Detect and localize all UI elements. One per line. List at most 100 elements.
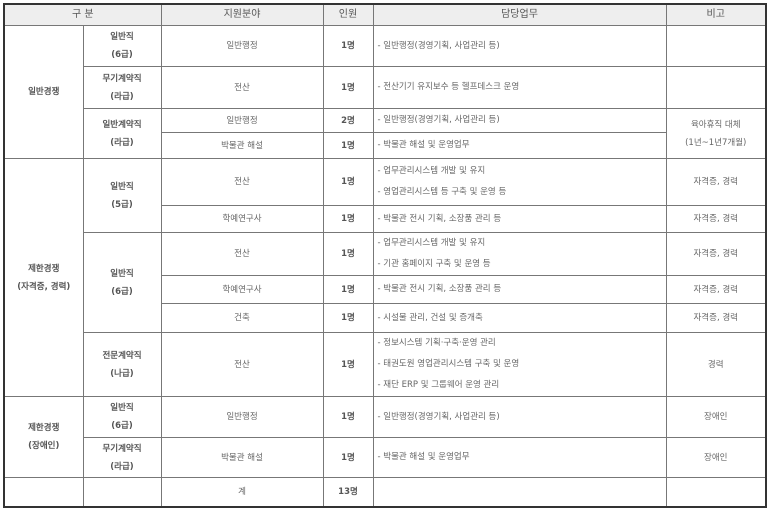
note-text: 자격증, 경력 (693, 284, 738, 295)
header-duty: 담당업무 (372, 3, 667, 26)
note-text: 장애인 (704, 412, 728, 422)
note-text: 자격증, 경력 (693, 214, 738, 224)
group-label: (장애인) (28, 441, 60, 451)
note-cell: 장애인 (665, 396, 767, 438)
note-cell: 자격증, 경력 (665, 232, 767, 276)
header-note: 비고 (665, 3, 767, 26)
duty-line: - 일반행정(경영기획, 사업관리 등) (377, 115, 500, 125)
duty-line: - 영업관리시스템 등 구축 및 운영 등 (377, 187, 507, 197)
field-cell: 박물관 해설 (160, 437, 324, 478)
note-cell (665, 66, 767, 109)
duty-line: - 박물관 전시 기획, 소장품 관리 등 (377, 213, 502, 224)
field-cell: 일반행정 (160, 25, 324, 67)
field-cell: 일반행정 (160, 108, 324, 133)
job-type-cell: 일반직 (6급) (82, 232, 162, 333)
job-type: 전문계약직 (102, 350, 142, 361)
duty-line: - 업무관리시스템 개발 및 유지 (377, 166, 486, 176)
table-row: 학예연구사 1명 - 박물관 전시 기획, 소장품 관리 등 자격증, 경력 (4, 205, 767, 233)
duty-cell: - 일반행정(경영기획, 사업관리 등) (372, 108, 667, 133)
count-cell: 1명 (322, 25, 374, 67)
job-type: 일반직 (110, 32, 134, 42)
duty-cell: - 박물관 전시 기획, 소장품 관리 등 (372, 275, 667, 304)
table-row: 전문계약직 (나급) 전산 1명 - 정보시스템 기획·구축·운영 관리 - 태권도원 영… (4, 332, 767, 397)
duty-cell: - 박물관 해설 및 운영업무 (372, 437, 667, 478)
field-cell: 전산 (160, 158, 324, 206)
note-cell: 장애인 (665, 437, 767, 478)
job-type-cell: 전문계약직 (나급) (82, 332, 162, 397)
group-label: (자격증, 경력) (17, 281, 71, 292)
note-text: 경력 (707, 359, 724, 370)
note-text: 육아휴직 대체 (690, 119, 741, 130)
count-cell: 2명 (322, 108, 374, 133)
job-grade: (6급) (111, 421, 133, 431)
empty-cell (82, 477, 162, 507)
count-cell: 1명 (322, 275, 374, 304)
job-type: 무기계약직 (102, 443, 142, 454)
table-row: 일반계약직 (라급) 일반행정 2명 - 일반행정(경영기획, 사업관리 등) 육아휴직 … (4, 108, 767, 159)
duty-cell: - 업무관리시스템 개발 및 유지 - 영업관리시스템 등 구축 및 운영 등 (372, 158, 667, 206)
field-cell: 일반행정 (160, 396, 324, 438)
job-type: 일반직 (110, 403, 134, 413)
recruitment-table: 구 분 지원분야 인원 담당업무 비고 일반경쟁 일반직 (6급) 일반행정 1명 - 일… (3, 3, 767, 508)
total-count: 13명 (322, 477, 374, 507)
duty-line: - 박물관 해설 및 운영업무 (377, 140, 470, 150)
job-type-cell: 무기계약직 (라급) (82, 66, 162, 109)
duty-cell: - 박물관 전시 기획, 소장품 관리 등 (372, 205, 667, 233)
field-cell: 전산 (160, 232, 324, 276)
header-count: 인원 (322, 3, 374, 26)
note-cell: 육아휴직 대체 (1년~1년7개월) (665, 108, 767, 159)
duty-line: - 박물관 해설 및 운영업무 (377, 452, 470, 462)
note-text: 자격증, 경력 (693, 177, 738, 187)
total-row: 계 13명 (3, 477, 767, 507)
duty-line: - 업무관리시스템 개발 및 유지 (377, 238, 486, 248)
field-cell: 건축 (160, 303, 324, 333)
table-row: 학예연구사 1명 - 박물관 전시 기획, 소장품 관리 등 자격증, 경력 (4, 275, 767, 304)
job-type-cell: 일반직 (6급) (82, 396, 162, 438)
note-cell: 자격증, 경력 (665, 205, 767, 233)
group-cell: 제한경쟁 (장애인) (3, 396, 84, 478)
duty-cell: - 전산기기 유지보수 등 헬프데스크 운영 (372, 66, 667, 109)
header-row: 구 분 지원분야 인원 담당업무 비고 (3, 3, 767, 26)
note-text: 자격증, 경력 (693, 249, 738, 259)
duty-line: - 기관 홈페이지 구축 및 운영 등 (377, 259, 491, 269)
field-cell: 학예연구사 (160, 275, 324, 304)
count-cell: 1명 (322, 332, 374, 397)
note-text: (1년~1년7개월) (685, 137, 747, 148)
count-cell: 1명 (322, 158, 374, 206)
count-cell: 1명 (322, 232, 374, 276)
job-type-cell: 일반계약직 (라급) (82, 108, 162, 159)
duty-line: - 정보시스템 기획·구축·운영 관리 (377, 338, 496, 348)
group-cell: 일반경쟁 (3, 25, 84, 159)
field-cell: 전산 (160, 332, 324, 397)
duty-cell: - 업무관리시스템 개발 및 유지 - 기관 홈페이지 구축 및 운영 등 (372, 232, 667, 276)
count-cell: 1명 (322, 396, 374, 438)
group-label: 일반경쟁 (28, 87, 60, 97)
group-label: 제한경쟁 (28, 423, 60, 433)
job-grade: (6급) (111, 50, 133, 60)
table-row: 일반경쟁 일반직 (6급) 일반행정 1명 - 일반행정(경영기획, 사업관리 등) (3, 25, 767, 159)
note-cell (665, 25, 767, 67)
note-cell: 경력 (665, 332, 767, 397)
count-cell: 1명 (322, 437, 374, 478)
duty-line: - 일반행정(경영기획, 사업관리 등) (377, 411, 500, 422)
job-type: 무기계약직 (102, 73, 142, 84)
job-grade: (라급) (110, 137, 134, 148)
job-grade: (6급) (111, 286, 133, 297)
count-cell: 1명 (322, 303, 374, 333)
note-text: 장애인 (704, 452, 728, 463)
job-grade: (5급) (111, 199, 133, 210)
empty-cell (665, 477, 767, 507)
note-cell: 자격증, 경력 (665, 275, 767, 304)
table-row: 제한경쟁 (자격증, 경력) 일반직 (5급) 전산 1명 - 업무관리시스템 개발 및 유… (3, 158, 767, 397)
count-cell: 1명 (322, 205, 374, 233)
job-type-cell: 일반직 (5급) (82, 158, 162, 233)
duty-cell: - 일반행정(경영기획, 사업관리 등) (372, 396, 667, 438)
duty-line: - 태권도원 영업관리시스템 구축 및 운영 (377, 359, 520, 369)
job-grade: (나급) (110, 368, 134, 379)
header-category: 구 분 (3, 3, 162, 26)
note-cell: 자격증, 경력 (665, 303, 767, 333)
header-field: 지원분야 (160, 3, 324, 26)
note-cell: 자격증, 경력 (665, 158, 767, 206)
duty-line: - 시설물 관리, 건설 및 증개축 (377, 312, 483, 323)
table-row: 제한경쟁 (장애인) 일반직 (6급) 일반행정 1명 - 일반행정(경영기획, 사업관리 … (3, 396, 767, 478)
